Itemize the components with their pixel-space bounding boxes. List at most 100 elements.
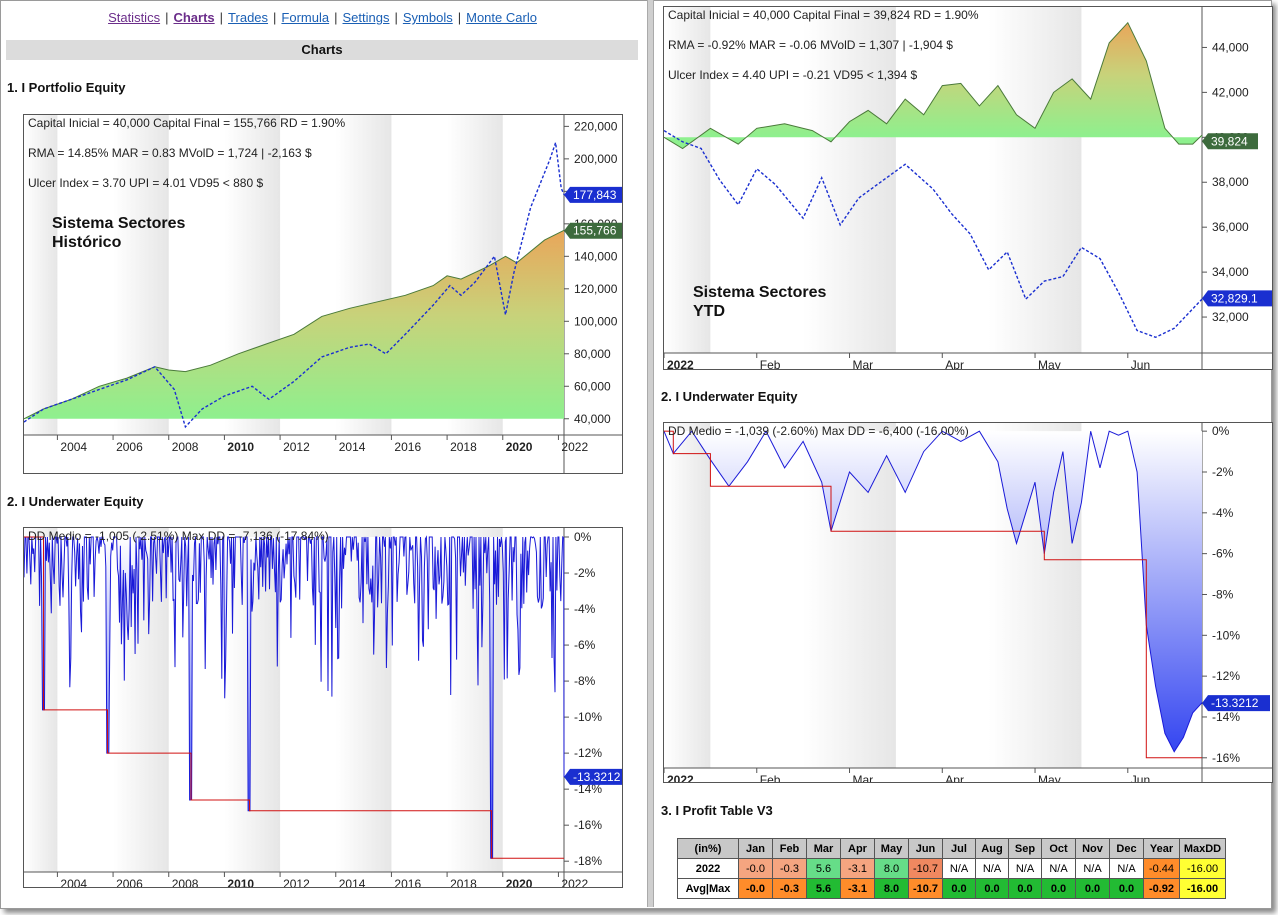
- table-cell: 8.0: [874, 878, 909, 899]
- x-tick-label: Mar: [853, 358, 874, 369]
- max-drawdown-line: [24, 536, 564, 859]
- equity-area: [24, 230, 564, 419]
- table-cell: -10.7: [908, 878, 943, 899]
- x-tick-label: 2006: [116, 877, 143, 887]
- table-cell: 0.0: [1109, 878, 1144, 899]
- nav-link-monte-carlo[interactable]: Monte Carlo: [466, 10, 537, 25]
- x-tick-label: 2022: [561, 877, 588, 887]
- ytd-equity-chart[interactable]: 2022 Feb Mar Apr May Jun 32,000 34,000 36,000 38,…: [663, 6, 1273, 370]
- x-tick-label: May: [1038, 358, 1061, 369]
- nav-link-trades[interactable]: Trades: [228, 10, 269, 25]
- background-band: [803, 423, 896, 768]
- table-header-row: (in%) Jan Feb Mar Apr May Jun Jul Aug Sep Oct Nov De…: [677, 838, 1226, 859]
- x-tick-label: 2018: [450, 440, 477, 454]
- panel-divider[interactable]: [647, 0, 654, 907]
- stats-line: Capital Inicial = 40,000 Capital Final =…: [28, 116, 346, 130]
- y-tick-label: 80,000: [574, 347, 611, 361]
- section-underwater-equity-right: 2. I Underwater Equity: [661, 389, 798, 404]
- table-cell: N/A: [1008, 858, 1042, 879]
- x-tick-label: 2010: [227, 440, 254, 454]
- background-band: [664, 423, 711, 768]
- stats-line: Ulcer Index = 3.70 UPI = 4.01 VD95 < 880…: [28, 176, 263, 190]
- x-tick-label: 2008: [172, 877, 199, 887]
- last-value-tag-bg: [564, 186, 622, 203]
- stats-line: RMA = -0.92% MAR = -0.06 MVolD = 1,307 |…: [668, 38, 953, 52]
- table-cell: 0.0: [1075, 878, 1110, 899]
- x-tick-label: Jun: [1131, 358, 1150, 369]
- nav-separator: |: [457, 10, 462, 25]
- nav-link-formula[interactable]: Formula: [281, 10, 330, 25]
- portfolio-equity-chart[interactable]: 2004 2006 2008 2010 2012 2014 2016 2018 2020 2022…: [23, 114, 623, 474]
- x-tick-label: 2018: [450, 877, 477, 887]
- y-tick-label: -12%: [1212, 669, 1240, 683]
- table-cell: -0.3: [772, 878, 807, 899]
- table-cell: Avg|Max: [677, 878, 739, 899]
- last-value-label: 177,843: [573, 188, 617, 202]
- table-cell: 5.6: [806, 858, 841, 879]
- last-value-tag: -13.3212: [1202, 695, 1270, 712]
- y-tick-label: 120,000: [574, 282, 618, 296]
- background-band: [664, 7, 711, 353]
- table-header-cell: Aug: [975, 838, 1009, 859]
- last-value-tag: 39,824: [1202, 133, 1258, 150]
- equity-line: [24, 229, 565, 420]
- benchmark-line: [664, 130, 1203, 339]
- overlay-title: YTD: [693, 303, 725, 320]
- equity-line: [664, 21, 1203, 150]
- background-band: [24, 528, 58, 872]
- table-header-cell: Mar: [806, 838, 841, 859]
- x-tick-label: Feb: [760, 773, 781, 782]
- background-band: [24, 115, 58, 435]
- table-header-cell: Apr: [840, 838, 875, 859]
- y-tick-label: -4%: [1212, 506, 1234, 520]
- nav-link-statistics[interactable]: Statistics: [108, 10, 161, 25]
- nav-link-charts[interactable]: Charts: [173, 10, 215, 25]
- table-cell: N/A: [1109, 858, 1144, 879]
- y-tick-label: 140,000: [574, 249, 618, 263]
- y-tick-label: -14%: [574, 782, 602, 796]
- last-value-label: 155,766: [573, 224, 617, 238]
- nav-separator: |: [273, 10, 277, 25]
- last-value-tag-bg: [1202, 290, 1272, 307]
- y-tick-label: 0%: [574, 530, 592, 544]
- stats-line: DD Medio = -1,039 (-2.60%) Max DD = -6,4…: [668, 424, 969, 438]
- section-portfolio-equity: 1. I Portfolio Equity: [7, 80, 126, 95]
- table-cell: N/A: [1075, 858, 1110, 879]
- x-tick-label: Apr: [945, 358, 964, 369]
- x-tick-label: 2010: [227, 877, 254, 887]
- underwater-left-svg: 2004 2006 2008 2010 2012 2014 2016 2018 2020 2022…: [24, 528, 622, 887]
- table-header-cell: Sep: [1008, 838, 1042, 859]
- table-header-cell: Feb: [772, 838, 807, 859]
- overlay-title: Sistema Sectores: [52, 215, 186, 232]
- nav-link-settings[interactable]: Settings: [342, 10, 390, 25]
- y-tick-label: 200,000: [574, 152, 618, 166]
- table-header-cell: Dec: [1109, 838, 1144, 859]
- table-cell: -16.00: [1179, 858, 1226, 879]
- nav-link-symbols[interactable]: Symbols: [402, 10, 453, 25]
- charts-header-bar: Charts: [6, 40, 638, 60]
- last-value-tag-bg: [564, 222, 622, 239]
- table-header-cell: Jul: [942, 838, 976, 859]
- x-tick-label: 2016: [394, 877, 421, 887]
- y-tick-label: -12%: [574, 746, 602, 760]
- underwater-equity-chart-right[interactable]: 2022 Feb Mar Apr May Jun 0% -2% -4% -6% -8% -10% -12…: [663, 422, 1273, 783]
- table-cell: 0.0: [975, 878, 1009, 899]
- y-tick-label: -4%: [574, 602, 596, 616]
- underwater-equity-chart-left[interactable]: 2004 2006 2008 2010 2012 2014 2016 2018 2020 2022…: [23, 527, 623, 888]
- y-tick-label: 38,000: [1212, 175, 1249, 189]
- table-cell: -0.44: [1143, 858, 1180, 879]
- x-tick-label: 2012: [283, 440, 310, 454]
- table-cell: 0.0: [1008, 878, 1042, 899]
- background-band: [988, 7, 1082, 353]
- nav-separator: |: [219, 10, 224, 25]
- x-tick-label: 2006: [116, 440, 143, 454]
- x-tick-label: 2020: [506, 440, 533, 454]
- x-tick-label: Apr: [945, 773, 964, 782]
- background-band: [803, 7, 896, 353]
- last-value-tag: 32,829.1: [1202, 290, 1272, 307]
- table-cell: 8.0: [874, 858, 909, 879]
- last-value-tag-bg: [1202, 133, 1258, 150]
- nav-separator: |: [394, 10, 398, 25]
- x-tick-label: Feb: [760, 358, 781, 369]
- table-row: 2022 -0.0 -0.3 5.6 -3.1 8.0 -10.7 N/A N/A N/A N/A N…: [677, 858, 1226, 879]
